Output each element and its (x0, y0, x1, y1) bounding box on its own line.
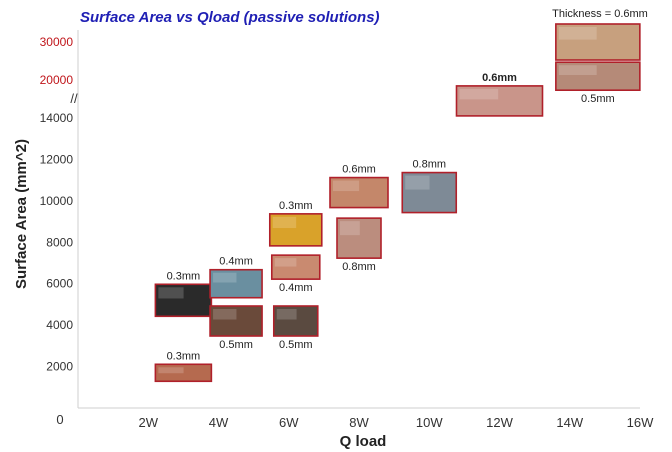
data-point-highlight (333, 180, 360, 192)
thickness-label: 0.3mm (167, 350, 201, 362)
x-tick-label: 6W (279, 415, 299, 430)
thickness-note: Thickness = 0.6mm (552, 8, 648, 20)
thickness-label: 0.8mm (342, 261, 376, 273)
thickness-label: 0.8mm (412, 159, 446, 171)
thickness-label: 0.5mm (581, 93, 615, 105)
data-point: 0.6mm (455, 72, 544, 117)
data-point: 0.3mm (154, 270, 213, 318)
data-point-marker (555, 23, 641, 61)
x-tick-origin: 0 (56, 412, 63, 427)
y-tick-label: 4000 (46, 318, 73, 332)
data-point-highlight (405, 175, 430, 190)
data-point: 0.4mm (270, 254, 321, 294)
data-point-highlight (272, 216, 297, 229)
thickness-label: 0.3mm (167, 270, 201, 282)
data-point: 0.8mm (401, 159, 458, 214)
y-axis-title: Surface Area (mm^2) (13, 139, 30, 289)
y-tick-label: 30000 (40, 35, 74, 49)
ticks: 0 2W 4W 6W 8W 10W 12W 14W 16W 2000 4000 6000 8000 100… (40, 35, 654, 430)
x-tick-label: 14W (556, 415, 583, 430)
y-tick-label: 8000 (46, 235, 73, 249)
data-point-highlight (558, 65, 597, 75)
x-tick-label: 4W (209, 415, 229, 430)
data-point: 0.5mm (272, 305, 319, 351)
data-point: 0.3mm (268, 200, 323, 247)
data-point-marker (401, 171, 458, 214)
x-tick-label: 2W (139, 415, 159, 430)
data-point-marker (555, 61, 641, 92)
data-point: 0.5mm (555, 61, 641, 105)
data-point-highlight (213, 309, 237, 320)
data-point-marker (272, 305, 319, 337)
data-point-marker (336, 217, 382, 259)
data-point-highlight (459, 88, 499, 100)
data-point-marker (270, 254, 321, 280)
thickness-label: 0.4mm (279, 282, 313, 294)
data-point-highlight (558, 27, 597, 40)
data-points: 0.3mm 0.3mm 0.4mm 0.5mm 0.3mm 0.4mm 0.5mm 0.6mm… (154, 23, 641, 383)
thickness-label: 0.3mm (279, 200, 313, 212)
data-point: 0.3mm (154, 350, 213, 383)
thickness-label: 0.5mm (219, 339, 253, 351)
data-point-marker (154, 283, 213, 318)
y-tick-label: 6000 (46, 277, 73, 291)
data-point-marker (455, 85, 544, 117)
x-tick-label: 16W (627, 415, 654, 430)
x-tick-label: 10W (416, 415, 443, 430)
data-point-highlight (276, 309, 297, 320)
thickness-label: 0.6mm (482, 72, 517, 84)
data-point: 0.6mm (329, 164, 389, 209)
x-tick-label: 8W (349, 415, 369, 430)
chart-title: Surface Area vs Qload (passive solutions… (80, 9, 380, 26)
data-point-marker (154, 363, 213, 383)
thickness-label: 0.5mm (279, 339, 313, 351)
data-point-marker (268, 213, 323, 247)
data-point-marker (209, 305, 263, 337)
data-point: 0.8mm (336, 217, 382, 273)
y-tick-label: 14000 (40, 111, 74, 125)
y-tick-label: 2000 (46, 360, 73, 374)
y-axis-break: // (70, 91, 78, 106)
data-point-highlight (274, 258, 297, 267)
x-tick-label: 12W (486, 415, 513, 430)
thickness-label: 0.4mm (219, 256, 253, 268)
y-tick-label: 12000 (40, 152, 74, 166)
data-point-highlight (213, 272, 237, 283)
data-point-highlight (340, 221, 360, 236)
thickness-label: 0.6mm (342, 164, 376, 176)
y-tick-label: 10000 (40, 194, 74, 208)
x-axis-title: Q load (340, 433, 387, 450)
data-point (555, 23, 641, 61)
axes: // (70, 30, 640, 409)
data-point-marker (329, 176, 389, 209)
y-tick-label: 20000 (40, 73, 74, 87)
data-point-highlight (158, 287, 184, 299)
data-point-marker (209, 268, 263, 299)
data-point: 0.5mm (209, 305, 263, 351)
data-point: 0.4mm (209, 256, 263, 299)
data-point-highlight (158, 367, 184, 374)
